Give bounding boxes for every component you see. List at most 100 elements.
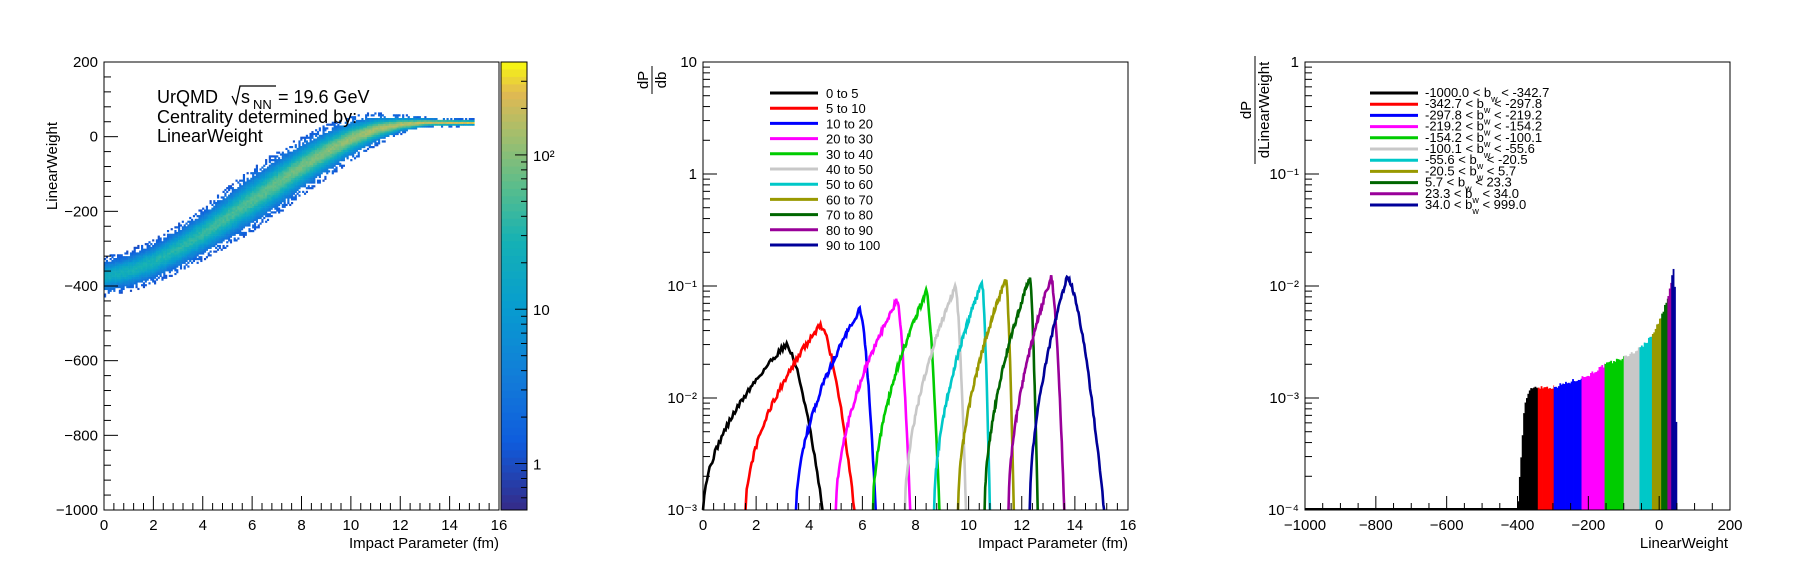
heatmap-cell: [346, 155, 349, 158]
heatmap-cell: [246, 218, 249, 221]
heatmap-cell: [300, 151, 303, 154]
heatmap-cell: [144, 276, 147, 279]
heatmap-cell: [161, 241, 164, 244]
heatmap-cell: [170, 241, 173, 244]
heatmap-cell: [116, 259, 120, 263]
heatmap-cell: [303, 159, 307, 162]
heatmap-cell: [311, 153, 314, 156]
heatmap-cell: [285, 170, 288, 173]
heatmap-cell: [209, 224, 212, 227]
heatmap-cell: [320, 147, 323, 151]
heatmap-cell: [309, 179, 312, 182]
heatmap-cell: [283, 159, 286, 162]
heatmap-cell: [270, 170, 273, 173]
heatmap-cell: [346, 146, 349, 149]
heatmap-cell: [252, 220, 255, 223]
heatmap-cell: [263, 181, 266, 184]
heatmap-cell: [466, 123, 470, 126]
heatmap-cell: [200, 211, 203, 214]
heatmap-cell: [446, 123, 449, 126]
heatmap-cell: [322, 144, 325, 147]
heatmap-cell: [141, 272, 144, 276]
heatmap-cell: [226, 211, 229, 214]
heatmap-cell: [313, 181, 316, 184]
weight-bar: [1656, 324, 1658, 510]
heatmap-cell: [107, 289, 110, 292]
heatmap-cell: [187, 230, 190, 233]
heatmap-cell: [146, 258, 149, 261]
heatmap-cell: [302, 160, 305, 164]
heatmap-cell: [370, 123, 373, 126]
heatmap-cell: [229, 205, 233, 208]
heatmap-cell: [315, 134, 318, 137]
heatmap-cell: [161, 265, 164, 268]
heatmap-cell: [146, 243, 149, 246]
heatmap-cell: [174, 235, 177, 238]
heatmap-cell: [122, 267, 125, 270]
heatmap-cell: [120, 259, 123, 263]
heatmap-cell: [107, 287, 110, 291]
weight-bar: [1540, 386, 1543, 510]
heatmap-cell: [203, 243, 207, 246]
heatmap-cell: [292, 175, 296, 179]
heatmap-cell: [200, 216, 203, 220]
heatmap-cell: [248, 213, 251, 216]
heatmap-cell: [307, 142, 310, 145]
heatmap-cell: [157, 244, 160, 248]
heatmap-cell: [104, 293, 107, 296]
heatmap-cell: [144, 259, 147, 263]
heatmap-cell: [192, 226, 196, 229]
heatmap-cell: [279, 159, 283, 162]
heatmap-cell: [241, 185, 244, 188]
heatmap-cell: [355, 119, 358, 123]
weight-bar: [1526, 398, 1528, 510]
heatmap-cell: [255, 215, 258, 218]
heatmap-cell: [337, 131, 340, 134]
heatmap-cell: [120, 291, 123, 294]
heatmap-cell: [276, 185, 279, 188]
heatmap-cell: [237, 218, 240, 221]
heatmap-cell: [228, 222, 231, 225]
heatmap-cell: [339, 159, 342, 162]
heatmap-cell: [281, 168, 284, 171]
heatmap-cell: [324, 168, 327, 171]
heatmap-cell: [215, 222, 218, 225]
heatmap-cell: [226, 187, 229, 190]
heatmap-cell: [163, 269, 166, 272]
heatmap-cell: [152, 239, 155, 242]
heatmap-cell: [157, 267, 160, 270]
heatmap-cell: [228, 200, 231, 203]
heatmap-cell: [255, 211, 258, 214]
heatmap-cell: [394, 125, 397, 128]
heatmap-cell: [213, 215, 216, 218]
heatmap-cell: [233, 211, 236, 214]
heatmap-cell: [141, 274, 144, 277]
heatmap-cell: [265, 162, 268, 165]
heatmap-cell: [433, 121, 436, 124]
heatmap-cell: [411, 119, 414, 123]
heatmap-cell: [172, 254, 175, 257]
heatmap-cell: [383, 131, 386, 134]
heatmap-cell: [172, 244, 175, 248]
heatmap-cell: [141, 263, 144, 266]
heatmap-cell: [302, 183, 305, 186]
heatmap-cell: [328, 153, 331, 156]
heatmap-cell: [365, 127, 368, 130]
heatmap-cell: [253, 188, 257, 192]
heatmap-cell: [228, 224, 231, 227]
heatmap-cell: [218, 213, 221, 216]
heatmap-cell: [350, 121, 353, 124]
heatmap-cell: [235, 218, 238, 221]
heatmap-cell: [218, 241, 221, 244]
heatmap-cell: [222, 244, 225, 248]
heatmap-cell: [270, 162, 273, 165]
heatmap-cell: [146, 276, 149, 279]
heatmap-cell: [337, 147, 340, 151]
heatmap-cell: [253, 177, 257, 180]
heatmap-cell: [203, 215, 207, 218]
heatmap-cell: [178, 258, 181, 261]
heatmap-cell: [229, 216, 233, 220]
heatmap-cell: [379, 136, 383, 139]
heatmap-cell: [353, 147, 357, 151]
